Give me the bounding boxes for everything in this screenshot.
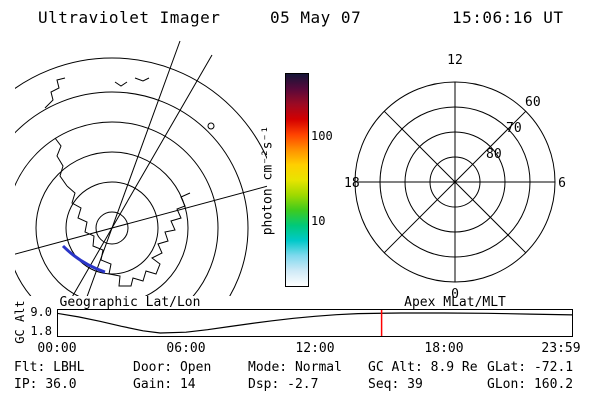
satellite-track — [61, 244, 106, 274]
geographic-map — [15, 40, 267, 296]
mlat-mlt-grid — [354, 81, 556, 283]
gc-alt-curve — [57, 312, 573, 334]
status-label: GLon: — [487, 377, 527, 392]
strip-chart-ylabel: GC Alt — [13, 300, 27, 344]
geo-map-caption: Geographic Lat/Lon — [59, 295, 201, 310]
mlat-label-70: 70 — [506, 121, 522, 136]
status-value: Normal — [294, 360, 342, 375]
app-title: Ultraviolet Imager — [38, 8, 221, 27]
apex-polar-plot: 12 0 18 6 60 70 80 — [344, 53, 566, 302]
status-value: 36.0 — [45, 377, 77, 392]
status-field-dsp: Dsp: -2.7 — [248, 377, 318, 392]
ytick-min: 1.8 — [30, 324, 52, 338]
xtick-1800: 18:00 — [424, 341, 464, 356]
status-row-2: IP: 36.0 Gain: 14 Dsp: -2.7 Seq: 39 GLon… — [0, 377, 600, 392]
xtick-0000: 00:00 — [37, 341, 77, 356]
status-field-flt: Flt: LBHL — [14, 360, 84, 375]
xtick-0600: 06:00 — [166, 341, 206, 356]
mlt-label-18: 18 — [344, 176, 360, 191]
ytick-max: 9.0 — [30, 305, 52, 319]
status-value: 8.9 Re — [430, 360, 478, 375]
xtick-1200: 12:00 — [295, 341, 335, 356]
status-value: 160.2 — [533, 377, 574, 392]
status-label: Seq: — [368, 377, 400, 392]
mlat-label-60: 60 — [525, 95, 541, 110]
status-row-1: Flt: LBHL Door: Open Mode: Normal GC Alt… — [0, 360, 600, 375]
status-field-gcalt: GC Alt: 8.9 Re — [368, 360, 478, 375]
colorbar-gradient — [286, 74, 308, 286]
mlt-label-0: 0 — [451, 287, 459, 302]
colorbar-tick-10: 10 — [311, 214, 326, 228]
latlon-grid — [15, 40, 267, 296]
status-field-gain: Gain: 14 — [133, 377, 196, 392]
status-label: IP: — [14, 377, 38, 392]
colorbar-tick-100: 100 — [311, 129, 333, 143]
status-value: 14 — [179, 377, 196, 392]
status-field-mode: Mode: Normal — [248, 360, 342, 375]
status-label: GC Alt: — [368, 360, 423, 375]
xtick-2359: 23:59 — [541, 341, 581, 356]
mlat-label-80: 80 — [486, 147, 502, 162]
status-field-door: Door: Open — [133, 360, 211, 375]
status-field-ip: IP: 36.0 — [14, 377, 77, 392]
status-label: Mode: — [248, 360, 288, 375]
mlt-label-12: 12 — [447, 53, 463, 68]
status-value: 39 — [407, 377, 423, 392]
status-label: Dsp: — [248, 377, 280, 392]
status-label: Flt: — [14, 360, 46, 375]
status-label: Door: — [133, 360, 173, 375]
status-field-glat: GLat: -72.1 — [487, 360, 573, 375]
colorbar-units-label: photon cm⁻²s⁻¹ — [260, 125, 276, 236]
status-value: LBHL — [53, 360, 85, 375]
header-time: 15:06:16 UT — [452, 8, 564, 27]
status-field-glon: GLon: 160.2 — [487, 377, 573, 392]
gc-alt-strip-chart — [57, 309, 573, 337]
status-value: -2.7 — [287, 377, 319, 392]
status-label: GLat: — [487, 360, 527, 375]
status-field-seq: Seq: 39 — [368, 377, 423, 392]
status-label: Gain: — [133, 377, 173, 392]
polar-plot-caption: Apex MLat/MLT — [404, 295, 506, 310]
strip-chart-frame — [57, 309, 573, 337]
coastline — [44, 77, 215, 287]
header-date: 05 May 07 — [270, 8, 362, 27]
status-value: Open — [179, 360, 212, 375]
colorbar — [285, 73, 309, 287]
status-value: -72.1 — [533, 360, 574, 375]
mlt-label-6: 6 — [558, 176, 566, 191]
